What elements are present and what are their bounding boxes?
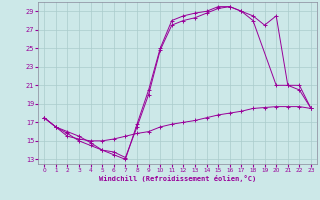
X-axis label: Windchill (Refroidissement éolien,°C): Windchill (Refroidissement éolien,°C) (99, 175, 256, 182)
